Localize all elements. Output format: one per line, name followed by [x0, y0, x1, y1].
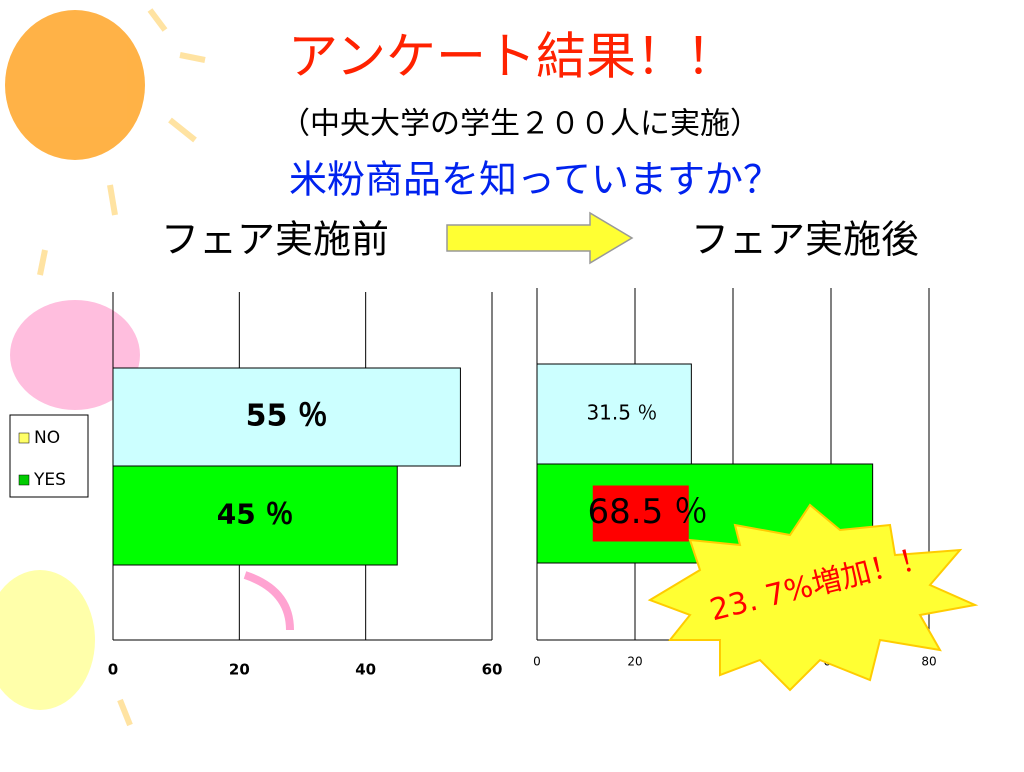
arrow: [446, 211, 634, 265]
x-tick-label: 20: [627, 655, 642, 669]
x-tick-label: 40: [355, 661, 376, 679]
bar: [536, 363, 692, 465]
data-label: 31.5 ％: [586, 401, 657, 425]
before-label: フェア実施前: [161, 218, 389, 262]
title: アンケート結果！！: [288, 28, 736, 86]
x-tick-label: 0: [108, 661, 118, 679]
label-highlight: [592, 485, 689, 542]
question: 米粉商品を知っていますか？: [289, 158, 781, 202]
x-tick-label: 60: [482, 661, 503, 679]
legend-marker: [18, 474, 30, 486]
bar: [112, 465, 398, 566]
legend-label: NO: [34, 428, 60, 448]
decoration: [0, 8, 294, 727]
subtitle: （中央大学の学生２００人に実施）: [280, 107, 760, 142]
x-tick-label: 80: [921, 655, 936, 669]
data-label: 45 ％: [217, 498, 294, 531]
callout: 23. 7%増加！！: [647, 503, 979, 692]
after-label: フェア実施後: [691, 218, 919, 262]
x-tick-label: 0: [533, 655, 541, 669]
data-label: 68.5 ％: [588, 492, 709, 532]
bar: [112, 367, 461, 467]
data-label: 55 ％: [246, 399, 328, 434]
legend-label: YES: [33, 470, 66, 490]
legend-marker: [18, 432, 30, 444]
x-tick-label: 20: [229, 661, 250, 679]
